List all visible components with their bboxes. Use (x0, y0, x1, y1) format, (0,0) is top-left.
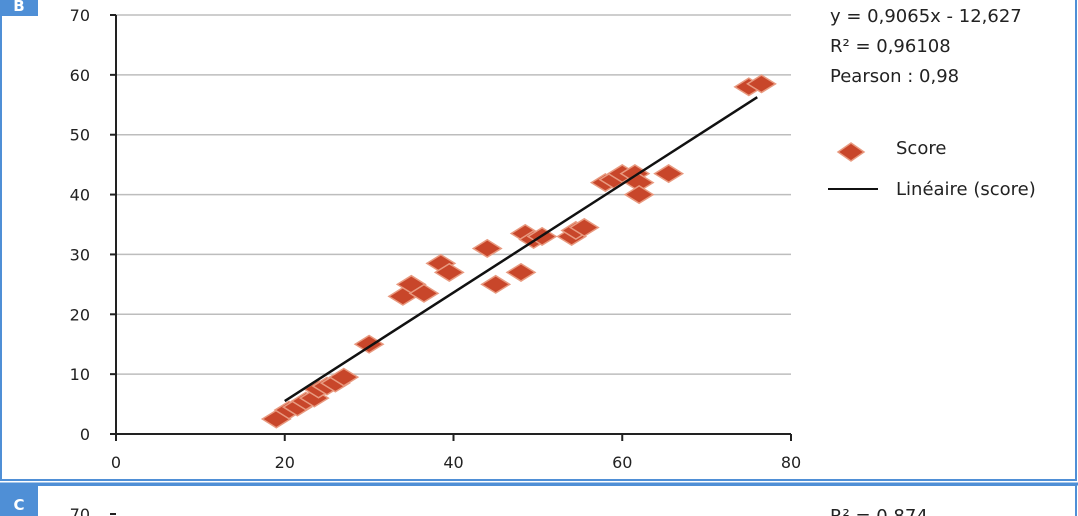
trend-layer (284, 96, 758, 403)
legend: Score Linéaire (score) (828, 138, 1036, 200)
y-tick-label-50: 50 (70, 126, 90, 145)
legend-label-score: Score (896, 138, 946, 159)
x-tick-label-20: 20 (275, 453, 295, 472)
x-tick-label-0: 0 (111, 453, 121, 472)
trend-line (284, 96, 758, 403)
panel-b-tag (0, 0, 38, 16)
panel-b: B (0, 0, 1077, 481)
x-tick-label-80: 80 (781, 453, 801, 472)
y-tick-label-60: 60 (70, 66, 90, 85)
point-layer (260, 74, 777, 429)
r-squared-label: R² = 0,96108 (830, 36, 951, 57)
x-tick-label-60: 60 (612, 453, 632, 472)
panel-b-tag-label: B (13, 0, 24, 15)
scatter-chart: 0 10 20 30 40 50 60 70 0 20 40 60 80 (70, 6, 802, 472)
data-point-12 (408, 283, 440, 303)
panel-c-y-top-tick: 70 (70, 505, 90, 516)
pearson-label: Pearson : 0,98 (830, 66, 959, 87)
panel-c: C 70 R² = 0,874 (0, 482, 1078, 516)
y-tick-label-10: 10 (70, 365, 90, 384)
y-tick-label-70: 70 (70, 6, 90, 25)
data-point-23 (568, 217, 600, 238)
y-tick-label-0: 0 (80, 425, 90, 444)
y-tick-label-40: 40 (70, 186, 90, 205)
data-point-8 (328, 367, 360, 387)
chart-annotations: y = 0,9065x - 12,627 R² = 0,96108 Pearso… (830, 6, 1022, 87)
data-point-32 (746, 74, 777, 94)
data-point-29 (623, 185, 655, 205)
data-point-17 (505, 262, 537, 282)
data-point-9 (353, 334, 385, 354)
data-point-14 (433, 262, 465, 282)
regression-equation: y = 0,9065x - 12,627 (830, 6, 1022, 27)
data-point-16 (480, 274, 512, 294)
y-tick-label-30: 30 (70, 245, 90, 264)
data-point-15 (471, 238, 503, 259)
panel-c-tag-label: C (13, 496, 24, 514)
x-tick-label-40: 40 (443, 453, 463, 472)
x-tick-labels: 0 20 40 60 80 (111, 453, 801, 472)
panel-c-tag (0, 486, 38, 516)
y-tick-labels: 0 10 20 30 40 50 60 70 (70, 6, 90, 444)
y-tick-label-20: 20 (70, 305, 90, 324)
panel-b-border (0, 0, 1077, 481)
legend-diamond-icon (836, 142, 866, 162)
axes-layer (110, 14, 792, 441)
legend-label-trend: Linéaire (score) (896, 179, 1036, 200)
grid-layer (116, 14, 791, 375)
panel-c-r-squared: R² = 0,874 (830, 506, 928, 516)
data-point-30 (653, 164, 685, 184)
